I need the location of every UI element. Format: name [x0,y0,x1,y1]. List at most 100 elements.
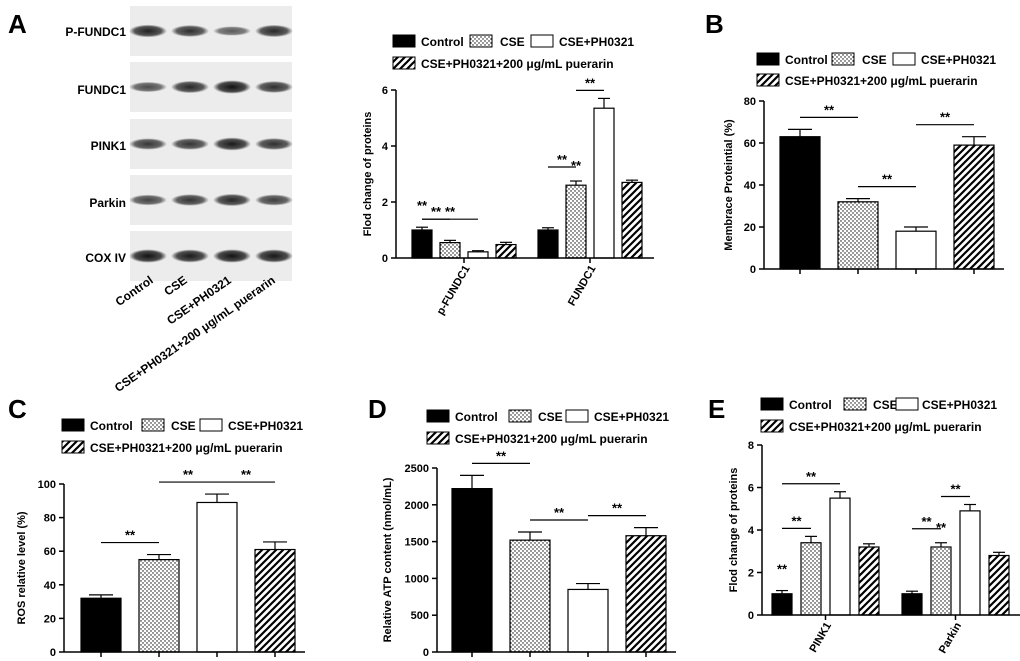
blot-band [171,25,209,37]
legend-label-puerarin: CSE+PH0321+200 μg/mL puerarin [90,441,283,455]
legend-swatch-control [61,418,85,432]
legend-swatch-cse-ph0321 [565,409,589,423]
blot-band [213,193,251,207]
y-tick-label: 2000 [405,500,429,512]
blot-row-label: FUNDC1 [77,83,126,97]
y-axis-label: Flod change of proteins [728,468,740,593]
legend-label-cse-ph0321: CSE+PH0321 [594,410,669,424]
blot-band [129,249,167,263]
legend-label-control: Control [90,419,133,433]
legend-swatch-cse-ph0321 [199,418,223,432]
bar [959,510,981,616]
bar [411,229,433,259]
bar [565,184,587,259]
significance-label: ** [806,469,817,484]
y-tick-label: 0 [750,264,756,276]
legend-swatch-puerarin [392,56,416,70]
blot-bands [129,6,293,281]
legend-swatch-cse-ph0321 [530,34,554,48]
legend-label-cse: CSE [171,419,196,433]
significance-label: ** [824,102,835,117]
legend-label-control: Control [455,410,498,424]
y-tick-label: 6 [748,483,754,495]
significance-label: ** [940,110,951,125]
legend-label-cse: CSE [873,398,898,412]
legend-label-cse-ph0321: CSE+PH0321 [559,35,634,49]
bar [621,181,643,259]
significance-label: ** [612,501,623,516]
bar [495,243,517,259]
blot-band [255,24,293,38]
blot-band [255,81,293,93]
legend-label-puerarin: CSE+PH0321+200 μg/mL puerarin [421,57,614,71]
y-axis-label: Membrace Proteintial (%) [723,119,735,251]
bar [537,229,559,259]
legend-label-puerarin: CSE+PH0321+200 μg/mL puerarin [455,432,648,446]
bar [439,242,461,259]
legend-swatch-puerarin [61,440,85,454]
panel-letter-b: B [705,9,724,39]
blot-band [213,26,251,36]
legend-label-puerarin: CSE+PH0321+200 μg/mL puerarin [789,420,982,434]
legend-swatch-cse [831,52,855,66]
bar [901,593,923,616]
significance-label: ** [183,467,194,482]
legend-label-control: Control [789,398,832,412]
legend-swatch-cse [508,409,532,423]
legend-swatch-cse-ph0321 [895,397,919,411]
bar [858,546,880,616]
bar [771,593,793,616]
bar [467,251,489,259]
y-tick-label: 60 [44,546,56,558]
legend-label-cse: CSE [500,35,525,49]
significance-label: ** [571,158,582,173]
significance-label: ** [950,482,961,497]
y-tick-label: 0 [748,610,754,622]
legend-label-puerarin: CSE+PH0321+200 μg/mL puerarin [785,74,978,88]
legend-swatch-cse [141,418,165,432]
legend-swatch-cse [843,397,867,411]
legend-label-control: Control [421,35,464,49]
x-tick-label: PINK1 [808,621,835,655]
significance-label: ** [445,204,456,219]
bar [625,535,667,653]
significance-label: ** [585,75,596,90]
blot-band [129,138,167,150]
legend-swatch-puerarin [756,73,780,87]
blot-band [171,138,209,150]
y-tick-label: 2 [748,568,754,580]
y-tick-label: 100 [38,479,56,491]
legend-swatch-cse-ph0321 [892,52,916,66]
significance-label: ** [125,528,136,543]
significance-label: ** [496,448,507,463]
significance-label: ** [791,513,802,528]
legend-swatch-cse [469,34,493,48]
x-tick-label: FUNDC1 [566,264,599,309]
y-tick-label: 2 [382,197,388,209]
bar [779,136,821,270]
chart-panel-e: 0 2 4 6 8 Flod change of proteins PINK1 Parkin *… [728,440,1020,656]
legend-label-cse-ph0321: CSE+PH0321 [228,419,303,433]
blot-band [213,80,251,94]
legend-swatch-control [760,397,784,411]
chart-panel-a: 0 2 4 6 Flod change of proteins p-FUNDC1 FUNDC… [362,75,654,317]
blot-band [213,249,251,263]
significance-label: ** [882,172,893,187]
y-tick-label: 4 [382,141,389,153]
blot-band [129,24,167,38]
blot-band [213,137,251,151]
y-tick-label: 0 [382,253,388,265]
y-tick-label: 20 [744,222,756,234]
blot-band [255,249,293,263]
legend-label-cse: CSE [862,53,887,67]
blot-row-label: PINK1 [91,139,127,153]
y-axis-label: Flod change of proteins [362,112,374,237]
panel-letter-e: E [708,394,725,424]
legend-swatch-puerarin [426,431,450,445]
legend-panel-b: Control CSE CSE+PH0321 CSE+PH0321+200 μg… [756,52,996,88]
panel-letter-d: D [368,394,387,424]
bar [509,539,551,653]
legend-label-control: Control [785,53,828,67]
y-tick-label: 80 [44,513,56,525]
significance-label: ** [557,152,568,167]
